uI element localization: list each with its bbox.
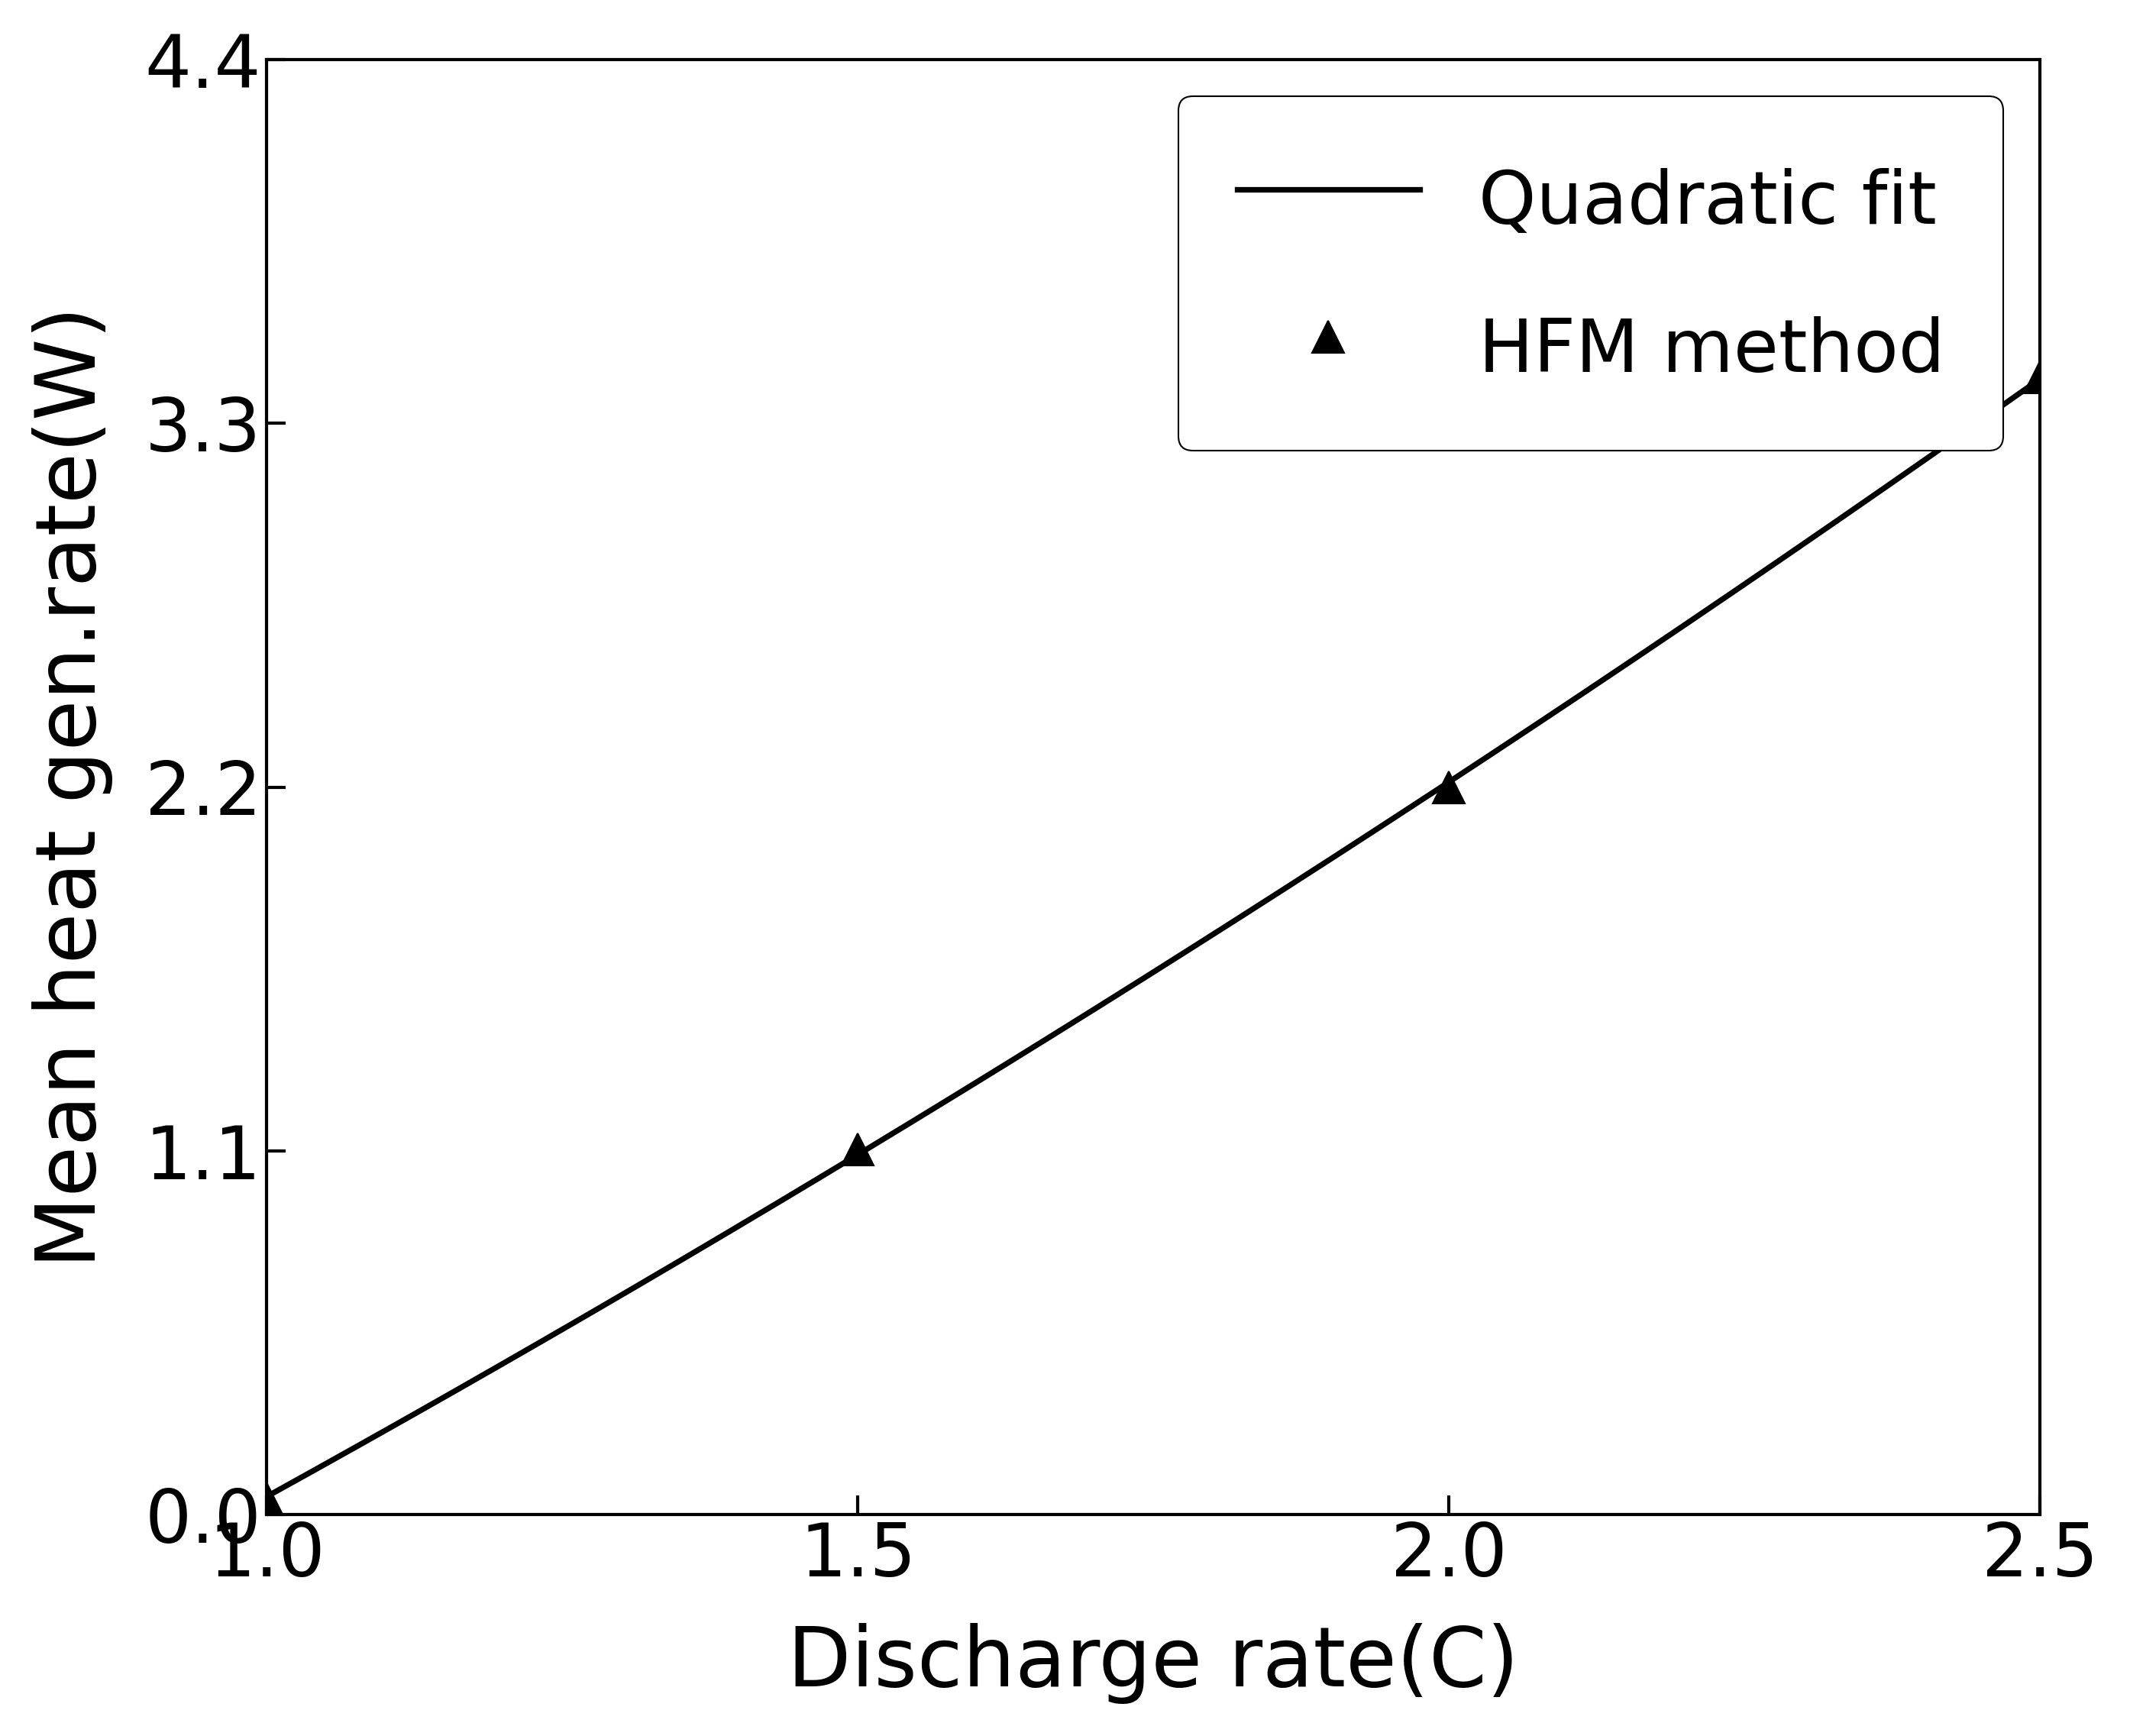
HFM method xyxy=(2028,366,2053,387)
Legend: Quadratic fit, HFM method: Quadratic fit, HFM method xyxy=(1178,95,2004,451)
HFM method xyxy=(253,1488,279,1509)
Quadratic fit xyxy=(1985,399,2011,420)
Line: Quadratic fit: Quadratic fit xyxy=(266,378,2041,1496)
Quadratic fit xyxy=(1214,915,1240,936)
Quadratic fit xyxy=(1097,990,1123,1010)
Quadratic fit xyxy=(253,1486,279,1507)
HFM method xyxy=(1436,776,1461,797)
Y-axis label: Mean heat gen.rate(W): Mean heat gen.rate(W) xyxy=(32,306,113,1269)
HFM method xyxy=(846,1139,871,1160)
Quadratic fit xyxy=(1310,854,1336,875)
Quadratic fit xyxy=(1708,590,1734,611)
X-axis label: Discharge rate(C): Discharge rate(C) xyxy=(788,1623,1519,1705)
Quadratic fit xyxy=(1108,983,1133,1003)
Line: HFM method: HFM method xyxy=(251,361,2055,1514)
Quadratic fit xyxy=(2028,368,2053,389)
